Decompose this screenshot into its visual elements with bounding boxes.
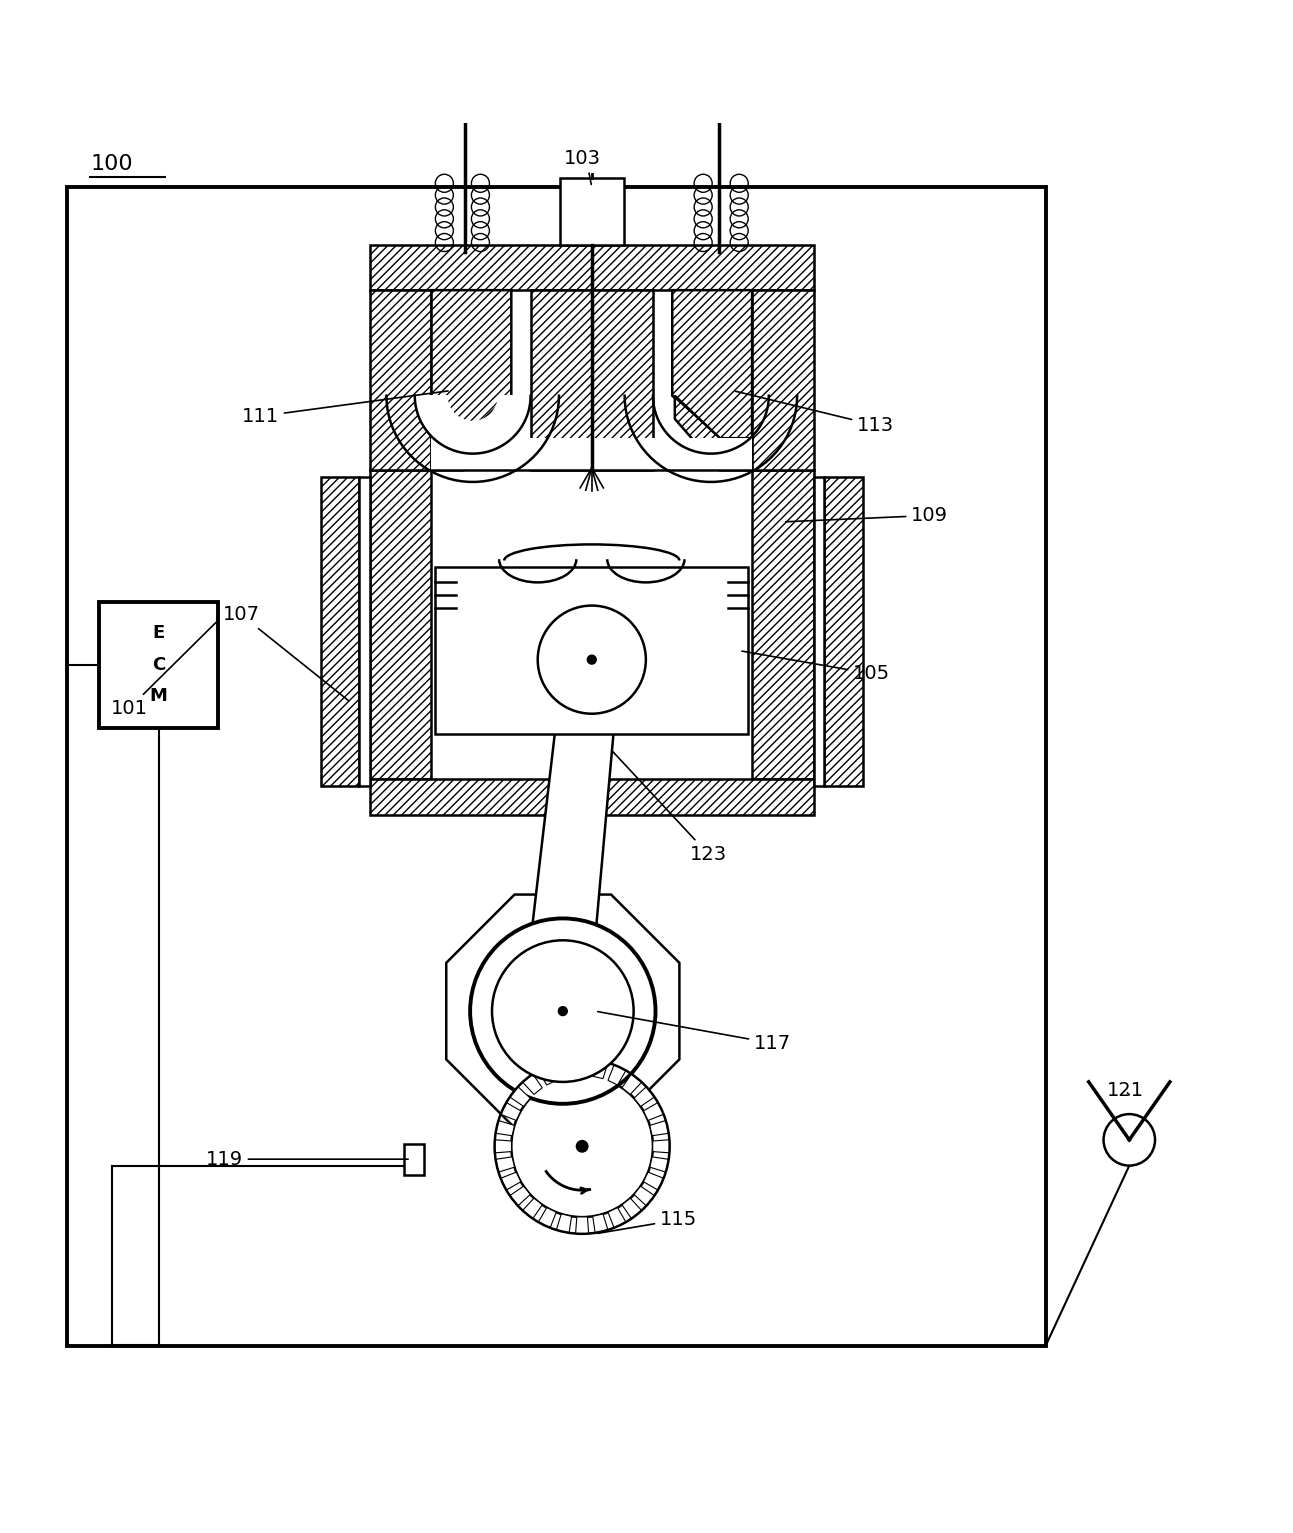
Text: 101: 101 — [110, 622, 216, 717]
Circle shape — [557, 1006, 568, 1016]
Polygon shape — [650, 1121, 668, 1136]
Bar — [370, 779, 813, 816]
Text: 109: 109 — [786, 506, 948, 524]
Bar — [370, 779, 813, 816]
Text: 117: 117 — [597, 1012, 791, 1053]
Text: 107: 107 — [222, 606, 348, 701]
Bar — [359, 477, 370, 786]
Polygon shape — [622, 1199, 641, 1219]
Polygon shape — [575, 1059, 588, 1076]
Text: 115: 115 — [597, 1210, 697, 1234]
Polygon shape — [522, 1075, 542, 1095]
Polygon shape — [522, 1199, 542, 1219]
Polygon shape — [622, 1075, 641, 1095]
Bar — [432, 438, 753, 471]
Polygon shape — [592, 1059, 608, 1079]
Bar — [370, 471, 432, 779]
Bar — [824, 477, 862, 786]
Polygon shape — [509, 1087, 530, 1107]
Polygon shape — [592, 1214, 608, 1233]
Bar — [436, 567, 749, 734]
Bar — [370, 471, 432, 779]
Polygon shape — [500, 1173, 521, 1190]
Polygon shape — [575, 1217, 588, 1234]
Circle shape — [471, 918, 656, 1104]
Polygon shape — [608, 1208, 626, 1228]
Polygon shape — [370, 290, 432, 471]
Polygon shape — [495, 1121, 515, 1136]
Text: C: C — [153, 656, 166, 675]
Bar — [560, 178, 625, 245]
Polygon shape — [634, 1087, 654, 1107]
Polygon shape — [650, 1157, 668, 1173]
Polygon shape — [495, 1139, 512, 1153]
Bar — [813, 477, 824, 786]
Polygon shape — [446, 895, 679, 1128]
Text: 100: 100 — [91, 155, 133, 175]
Text: 103: 103 — [564, 149, 601, 167]
Wedge shape — [415, 396, 530, 454]
Polygon shape — [432, 396, 508, 471]
Text: 111: 111 — [242, 391, 449, 426]
Polygon shape — [675, 396, 753, 471]
Text: M: M — [150, 687, 168, 705]
Bar — [824, 477, 862, 786]
Polygon shape — [538, 1065, 556, 1085]
Bar — [370, 245, 813, 290]
Polygon shape — [556, 1059, 572, 1079]
Polygon shape — [530, 659, 621, 940]
Polygon shape — [753, 290, 813, 471]
Polygon shape — [634, 1187, 654, 1206]
Bar — [321, 477, 359, 786]
Bar — [100, 602, 217, 728]
Text: 105: 105 — [742, 652, 891, 684]
Polygon shape — [538, 1208, 556, 1228]
Circle shape — [575, 1141, 588, 1153]
Polygon shape — [653, 1139, 670, 1153]
Polygon shape — [556, 1214, 572, 1233]
Text: 123: 123 — [613, 751, 727, 863]
Polygon shape — [608, 1065, 626, 1085]
Text: E: E — [153, 624, 164, 642]
Bar — [321, 477, 359, 786]
Bar — [753, 471, 813, 779]
Bar — [67, 187, 1046, 1346]
Circle shape — [493, 940, 634, 1082]
Bar — [405, 1144, 424, 1174]
Text: 113: 113 — [736, 391, 895, 435]
Polygon shape — [530, 290, 653, 471]
Polygon shape — [644, 1173, 663, 1190]
Text: 121: 121 — [1107, 1081, 1144, 1101]
Circle shape — [1103, 1114, 1155, 1165]
Circle shape — [587, 655, 597, 665]
Polygon shape — [500, 1102, 521, 1121]
Text: 119: 119 — [206, 1150, 409, 1168]
Polygon shape — [495, 1157, 515, 1173]
Circle shape — [511, 1076, 653, 1217]
Bar — [370, 245, 813, 290]
Polygon shape — [509, 1187, 530, 1206]
Bar — [753, 471, 813, 779]
Polygon shape — [432, 290, 511, 438]
Polygon shape — [644, 1102, 663, 1121]
Polygon shape — [672, 290, 753, 438]
Circle shape — [538, 606, 646, 714]
